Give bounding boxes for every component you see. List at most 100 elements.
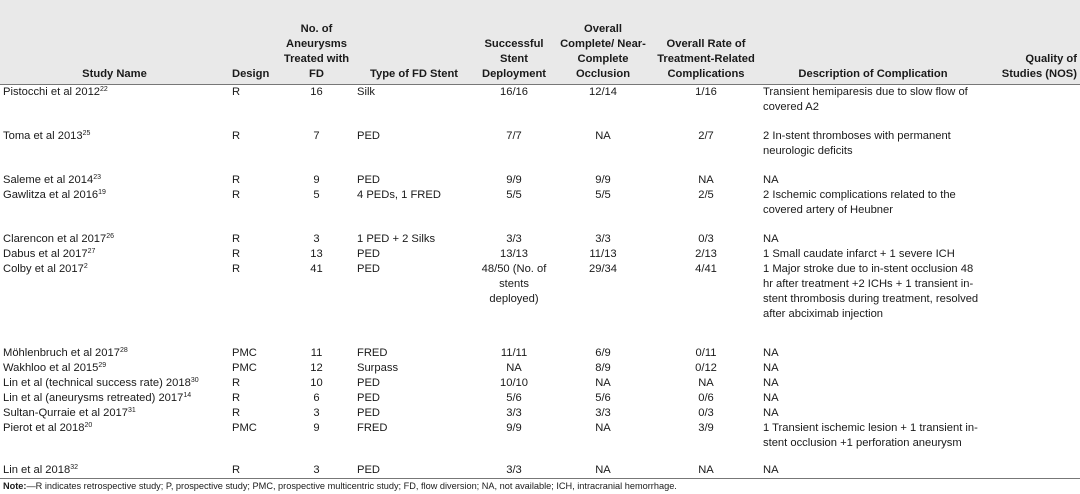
cell-deployment-text: 9/9: [506, 174, 522, 186]
cell-design-text: R: [232, 248, 241, 260]
cell-complication-rate-text: NA: [698, 174, 714, 186]
cell-deployment-text: 9/9: [506, 422, 522, 434]
table-row: Sultan-Qurraie et al 201731 R 3 PED 3/3 3/3 0/…: [0, 406, 1080, 421]
table-row: Lin et al (technical success rate) 20183…: [0, 376, 1080, 391]
cell-complication-rate-text: NA: [698, 377, 714, 389]
header-complication-description: Description of Complication: [760, 0, 986, 85]
cell-complication-description-text: 1 Major stroke due to in-stent occlusion…: [763, 263, 979, 320]
cell-aneurysms: 3: [279, 451, 354, 479]
cell-study-name-text: Möhlenbruch et al 2017: [3, 347, 120, 359]
reference-superscript: 25: [82, 130, 91, 137]
cell-complication-rate: NA: [652, 376, 760, 391]
cell-study-name: Lin et al 201832: [0, 451, 229, 479]
cell-stent-type-text: FRED: [357, 347, 388, 359]
cell-occlusion-text: NA: [595, 464, 611, 476]
cell-study-name: Lin et al (technical success rate) 20183…: [0, 376, 229, 391]
cell-study-name: Sultan-Qurraie et al 201731: [0, 406, 229, 421]
cell-study-name: Wakhloo et al 201529: [0, 361, 229, 376]
cell-complication-description: 1 Major stroke due to in-stent occlusion…: [760, 262, 986, 322]
cell-complication-rate-text: 2/13: [695, 248, 717, 260]
cell-deployment: 3/3: [474, 406, 554, 421]
header-design: Design: [229, 0, 279, 85]
cell-complication-description-text: 1 Transient ischemic lesion + 1 transien…: [763, 422, 978, 449]
cell-aneurysms: 13: [279, 247, 354, 262]
cell-occlusion-text: 29/34: [589, 263, 617, 275]
cell-quality: [986, 391, 1080, 406]
header-aneurysms: No. of Aneurysms Treated with FD: [279, 0, 354, 85]
cell-occlusion: 5/5: [554, 188, 652, 218]
table-row: Toma et al 201325 R 7 PED 7/7 NA 2/7 2 In-stent…: [0, 115, 1080, 159]
cell-complication-description-text: 2 In-stent thromboses with permanent neu…: [763, 130, 951, 157]
cell-stent-type-text: PED: [357, 263, 381, 275]
cell-stent-type-text: PED: [357, 464, 381, 476]
cell-complication-rate: NA: [652, 451, 760, 479]
table-row: Pierot et al 201820 PMC 9 FRED 9/9 NA 3/9 1 Tra…: [0, 421, 1080, 451]
reference-superscript: 2: [83, 263, 88, 270]
study-table: Study Name Design No. of Aneurysms Treat…: [0, 0, 1080, 479]
cell-deployment-text: 3/3: [506, 407, 522, 419]
cell-complication-description-text: Transient hemiparesis due to slow flow o…: [763, 86, 968, 113]
cell-stent-type-text: 4 PEDs, 1 FRED: [357, 189, 441, 201]
reference-superscript: 20: [84, 422, 93, 429]
cell-complication-rate: 0/11: [652, 322, 760, 361]
cell-study-name-text: Dabus et al 2017: [3, 248, 88, 260]
cell-complication-rate: 0/3: [652, 218, 760, 247]
cell-deployment-text: 10/10: [500, 377, 528, 389]
cell-aneurysms: 6: [279, 391, 354, 406]
cell-stent-type: PED: [354, 159, 474, 188]
cell-complication-description: NA: [760, 322, 986, 361]
cell-study-name-text: Toma et al 2013: [3, 130, 83, 142]
cell-aneurysms: 41: [279, 262, 354, 322]
cell-deployment-text: 5/6: [506, 392, 522, 404]
reference-superscript: 26: [106, 233, 115, 240]
cell-aneurysms-text: 9: [313, 422, 320, 434]
cell-occlusion-text: NA: [595, 377, 611, 389]
reference-superscript: 31: [128, 407, 136, 414]
cell-deployment: 16/16: [474, 85, 554, 116]
cell-complication-description-text: NA: [763, 174, 779, 186]
cell-aneurysms-text: 9: [313, 174, 320, 186]
cell-occlusion-text: 5/6: [595, 392, 611, 404]
cell-study-name-text: Pierot et al 2018: [3, 422, 85, 434]
cell-deployment-text: 3/3: [506, 464, 522, 476]
cell-aneurysms: 16: [279, 85, 354, 116]
cell-study-name: Dabus et al 201727: [0, 247, 229, 262]
cell-occlusion-text: NA: [595, 422, 611, 434]
cell-deployment-text: 11/11: [500, 347, 528, 359]
cell-design-text: R: [232, 263, 241, 275]
table-row: Gawlitza et al 201619 R 5 4 PEDs, 1 FRED 5/5…: [0, 188, 1080, 218]
cell-occlusion-text: NA: [595, 130, 611, 142]
cell-complication-description-text: NA: [763, 362, 779, 374]
cell-aneurysms: 7: [279, 115, 354, 159]
table-row: Pistocchi et al 201222 R 16 Silk 16/16 12/14 1…: [0, 85, 1080, 116]
cell-occlusion: 3/3: [554, 406, 652, 421]
table-body: Pistocchi et al 201222 R 16 Silk 16/16 12/14 1…: [0, 85, 1080, 479]
cell-design: R: [229, 262, 279, 322]
cell-occlusion: 3/3: [554, 218, 652, 247]
cell-stent-type-text: 1 PED + 2 Silks: [357, 233, 436, 245]
cell-design-text: R: [232, 189, 241, 201]
cell-complication-rate: 3/9: [652, 421, 760, 451]
cell-complication-rate: 0/3: [652, 406, 760, 421]
cell-complication-rate: 2/13: [652, 247, 760, 262]
cell-complication-description-text: 1 Small caudate infarct + 1 severe ICH: [763, 248, 955, 260]
cell-deployment-text: 3/3: [506, 233, 522, 245]
cell-deployment-text: 5/5: [506, 189, 522, 201]
header-deployment: Successful Stent Deployment: [474, 0, 554, 85]
cell-study-name: Pierot et al 201820: [0, 421, 229, 451]
cell-aneurysms-text: 12: [310, 362, 323, 374]
cell-aneurysms-text: 7: [313, 130, 320, 142]
cell-aneurysms: 11: [279, 322, 354, 361]
cell-deployment-text: 16/16: [500, 86, 528, 98]
cell-aneurysms: 3: [279, 218, 354, 247]
cell-occlusion-text: 5/5: [595, 189, 611, 201]
cell-stent-type-text: FRED: [357, 422, 388, 434]
cell-study-name-text: Saleme et al 2014: [3, 174, 94, 186]
cell-study-name-text: Sultan-Qurraie et al 2017: [3, 407, 129, 419]
cell-deployment: 7/7: [474, 115, 554, 159]
cell-occlusion: 12/14: [554, 85, 652, 116]
cell-stent-type: 4 PEDs, 1 FRED: [354, 188, 474, 218]
cell-study-name: Colby et al 20172: [0, 262, 229, 322]
cell-aneurysms-text: 6: [313, 392, 320, 404]
cell-stent-type-text: Surpass: [357, 362, 399, 374]
